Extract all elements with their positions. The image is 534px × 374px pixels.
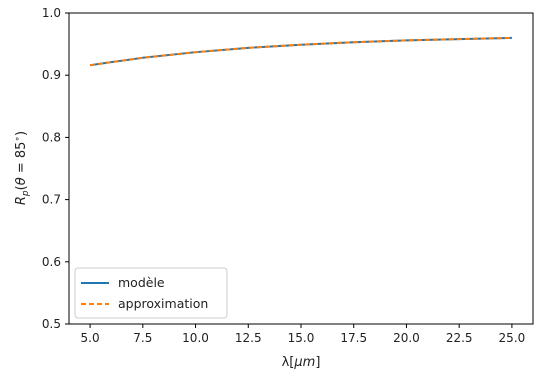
x-tick-label: 25.0 xyxy=(499,331,526,345)
legend-label-modele: modèle xyxy=(118,275,165,290)
y-axis-ticks: 0.5 0.6 0.7 0.8 0.9 1.0 xyxy=(42,6,69,331)
legend-label-approximation: approximation xyxy=(118,296,208,311)
y-tick-label: 0.6 xyxy=(42,255,61,269)
series-line-approximation xyxy=(89,36,512,67)
series-layer xyxy=(89,36,512,67)
y-tick-label: 0.7 xyxy=(42,193,61,207)
x-axis-label: λ[μm] xyxy=(282,355,321,370)
x-tick-label: 7.5 xyxy=(133,331,152,345)
y-axis-label: Rp(θ = 85∘) xyxy=(13,131,31,205)
x-tick-label: 10.0 xyxy=(182,331,209,345)
x-tick-label: 17.5 xyxy=(340,331,367,345)
x-tick-label: 5.0 xyxy=(81,331,100,345)
x-axis-ticks: 5.0 7.5 10.0 12.5 15.0 17.5 20.0 22.5 25.0 xyxy=(81,324,526,345)
legend: modèle approximation xyxy=(74,267,228,319)
x-tick-label: 22.5 xyxy=(446,331,473,345)
y-tick-label: 1.0 xyxy=(42,6,61,20)
x-tick-label: 20.0 xyxy=(393,331,420,345)
y-tick-label: 0.5 xyxy=(42,317,61,331)
legend-box xyxy=(74,267,228,319)
y-tick-label: 0.8 xyxy=(42,130,61,144)
x-tick-label: 12.5 xyxy=(235,331,262,345)
y-tick-label: 0.9 xyxy=(42,68,61,82)
x-tick-label: 15.0 xyxy=(288,331,315,345)
